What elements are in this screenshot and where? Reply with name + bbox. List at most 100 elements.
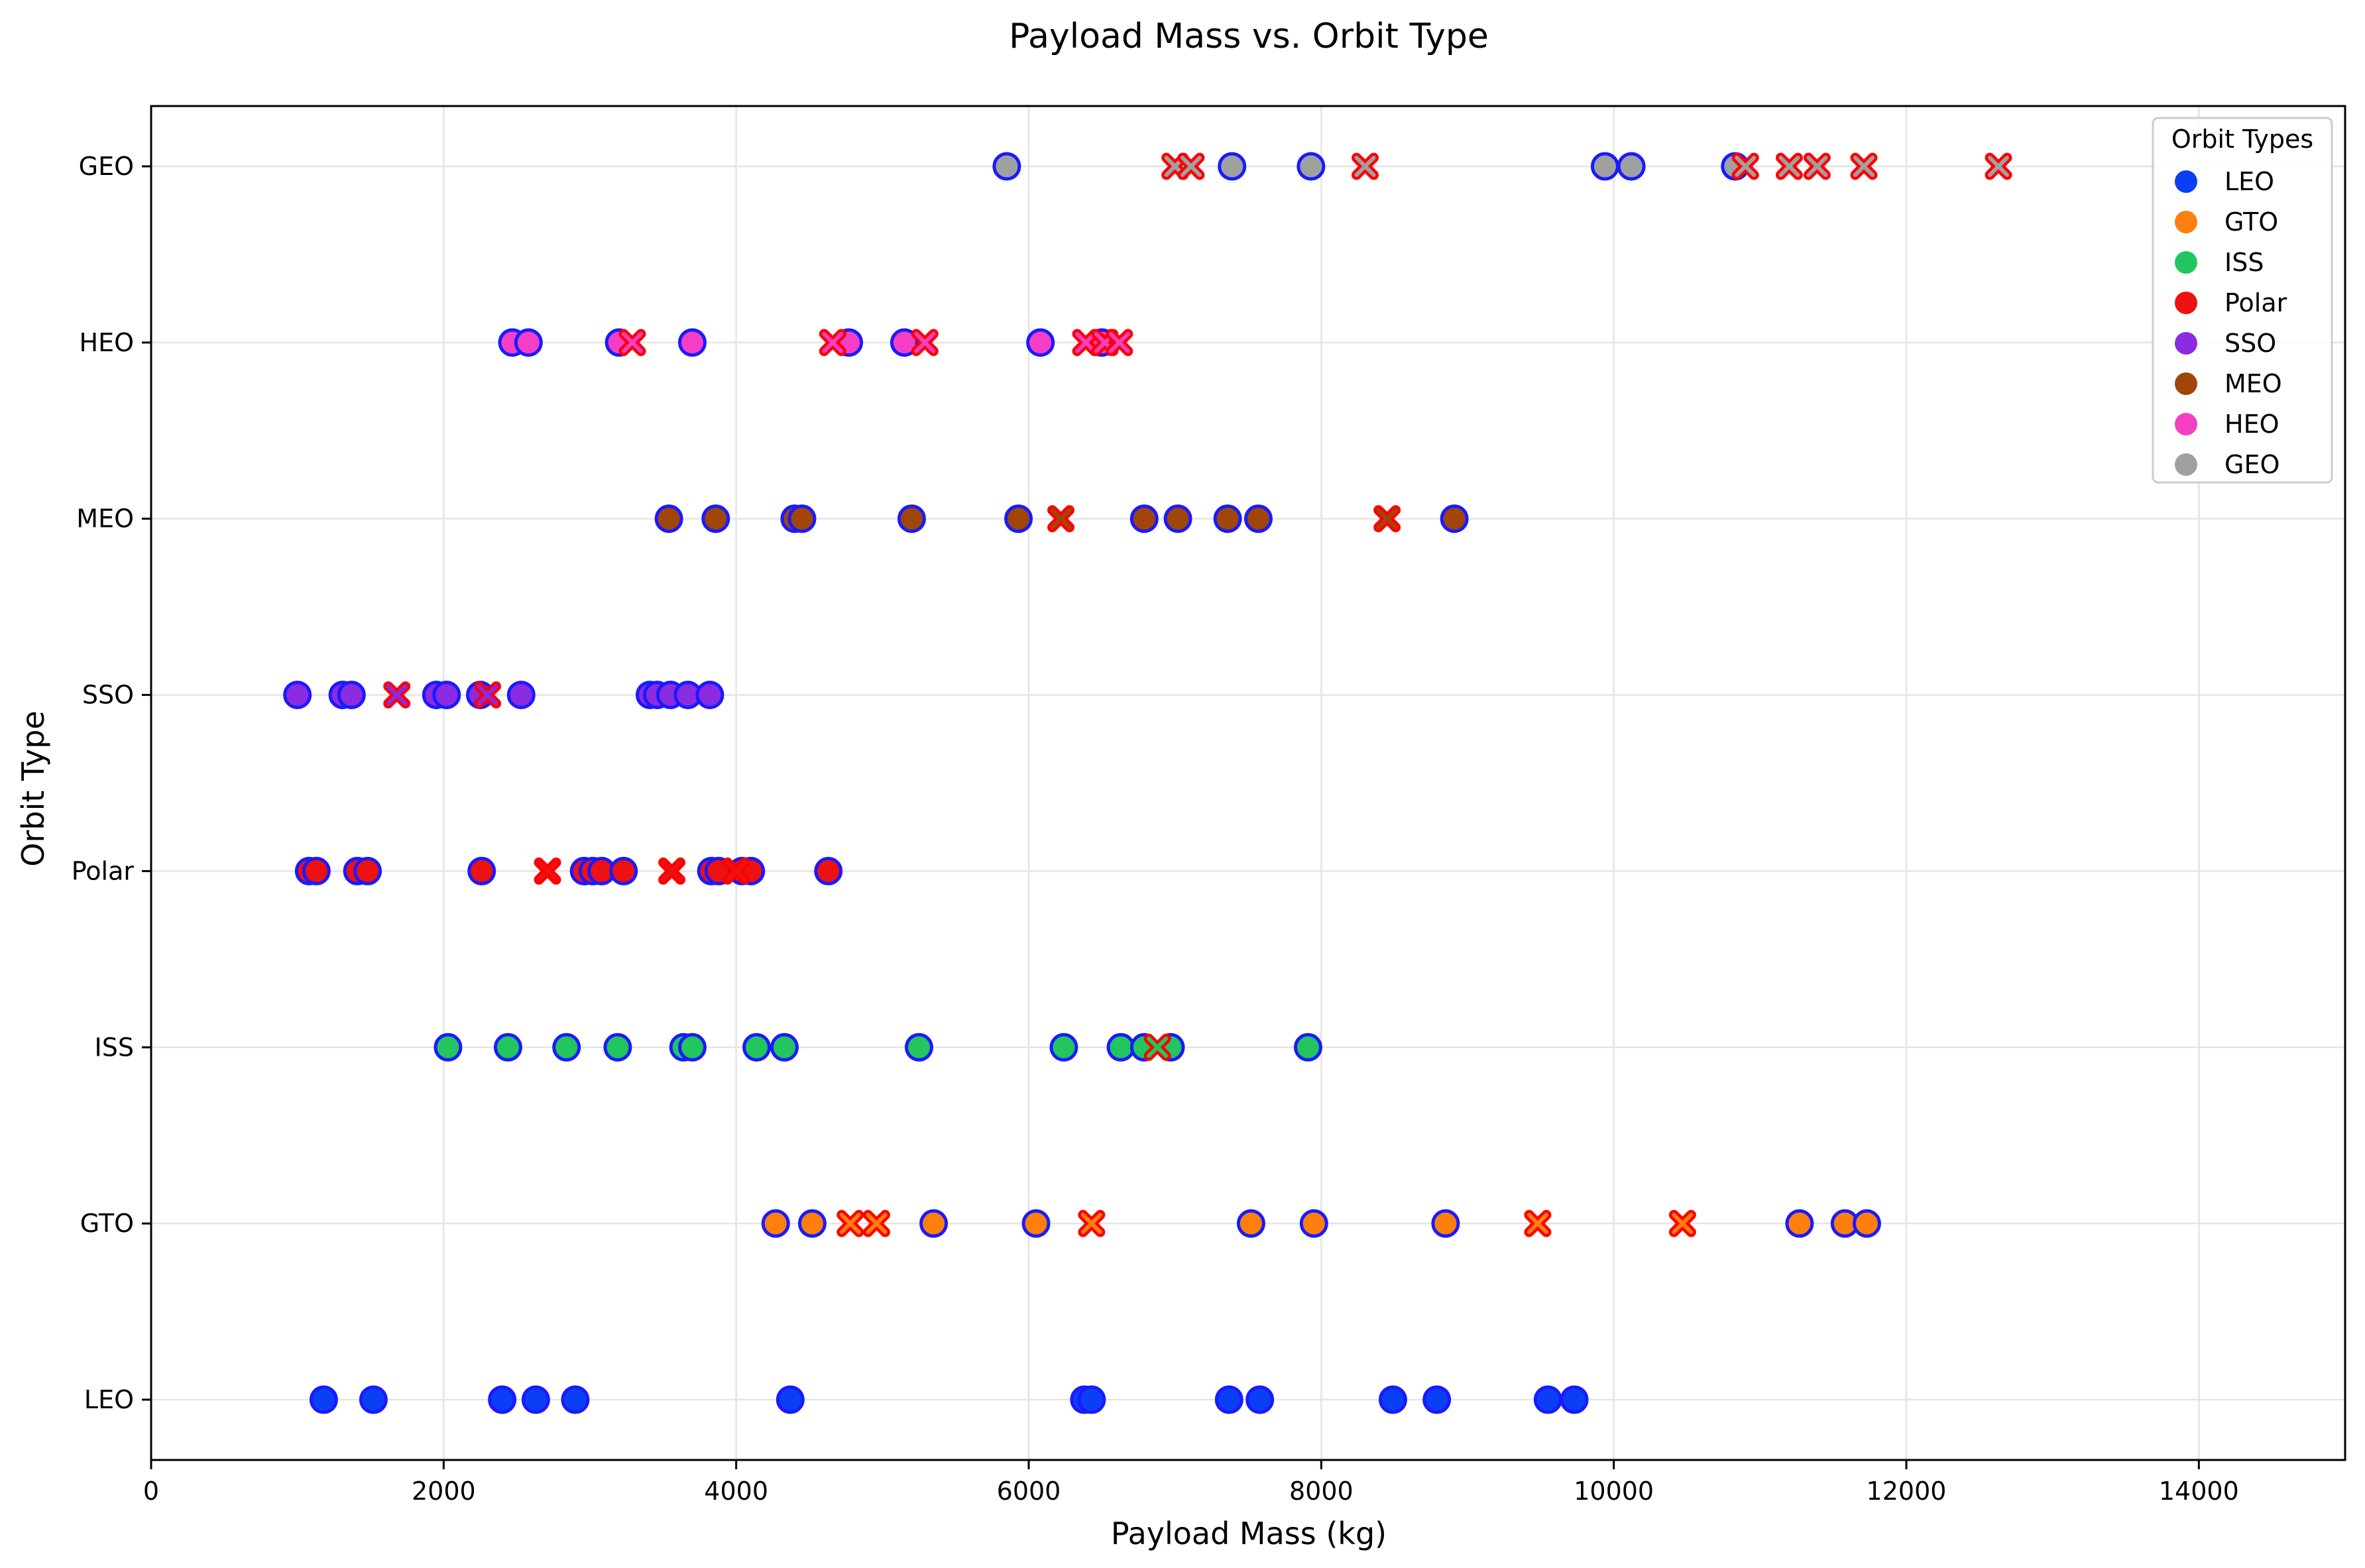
point-success-leo bbox=[1533, 1385, 1562, 1414]
point-success-heo bbox=[890, 328, 919, 357]
legend-marker-gto bbox=[2175, 211, 2197, 233]
x-tick-label: 12000 bbox=[1867, 1477, 1947, 1506]
legend-marker-heo bbox=[2175, 413, 2197, 435]
point-success-gto bbox=[1299, 1209, 1328, 1238]
point-success-polar bbox=[609, 856, 638, 885]
point-failure-polar bbox=[658, 857, 686, 885]
legend-label-iss: ISS bbox=[2224, 248, 2264, 277]
y-tick-label: Polar bbox=[72, 856, 135, 885]
y-tick-label: MEO bbox=[76, 504, 134, 533]
point-failure-gto bbox=[863, 1209, 891, 1237]
y-tick-label: LEO bbox=[84, 1385, 134, 1414]
failure-mark-fill bbox=[1080, 1213, 1102, 1235]
failure-mark-fill bbox=[621, 331, 643, 353]
point-failure-heo bbox=[1072, 329, 1100, 357]
failure-mark-fill bbox=[1527, 1213, 1548, 1235]
y-tick-label: ISS bbox=[95, 1033, 134, 1062]
point-success-meo bbox=[1004, 504, 1033, 533]
point-success-geo bbox=[1297, 152, 1326, 181]
point-success-leo bbox=[1422, 1385, 1452, 1414]
failure-mark-fill bbox=[914, 331, 936, 353]
point-success-sso bbox=[695, 681, 724, 710]
legend-label-leo: LEO bbox=[2224, 167, 2274, 196]
point-success-gto bbox=[1431, 1209, 1460, 1238]
point-failure-meo bbox=[1047, 505, 1075, 533]
point-success-meo bbox=[701, 504, 730, 533]
point-success-polar bbox=[353, 856, 382, 885]
point-success-polar bbox=[467, 856, 496, 885]
point-failure-geo bbox=[1731, 152, 1759, 180]
point-success-gto bbox=[1236, 1209, 1265, 1238]
point-success-geo bbox=[1218, 152, 1247, 181]
point-failure-geo bbox=[1803, 152, 1831, 180]
y-tick-label: GEO bbox=[79, 152, 134, 181]
point-failure-sso bbox=[474, 681, 502, 709]
point-success-iss bbox=[1049, 1033, 1078, 1062]
failure-mark-fill bbox=[1806, 156, 1828, 177]
legend-marker-sso bbox=[2175, 332, 2197, 355]
legend: Orbit Types LEO GTO ISS Polar SSO MEO HEO GEO bbox=[2152, 117, 2333, 484]
failure-mark-fill bbox=[1778, 156, 1800, 177]
legend-marker-iss bbox=[2175, 251, 2197, 274]
point-success-gto bbox=[919, 1209, 949, 1238]
point-success-meo bbox=[1243, 504, 1273, 533]
point-success-gto bbox=[1785, 1209, 1814, 1238]
point-success-iss bbox=[433, 1033, 463, 1062]
point-success-meo bbox=[787, 504, 817, 533]
point-failure-polar bbox=[534, 857, 561, 885]
point-success-meo bbox=[1440, 504, 1469, 533]
point-failure-iss bbox=[1143, 1033, 1171, 1061]
point-success-leo bbox=[776, 1385, 805, 1414]
y-axis-label: Orbit Type bbox=[15, 710, 51, 866]
failure-mark-fill bbox=[1180, 156, 1202, 177]
failure-mark-fill bbox=[1376, 508, 1398, 530]
point-success-leo bbox=[1214, 1385, 1243, 1414]
point-success-sso bbox=[506, 681, 536, 710]
point-success-polar bbox=[814, 856, 843, 885]
point-success-iss bbox=[603, 1033, 632, 1062]
point-success-leo bbox=[1560, 1385, 1589, 1414]
point-failure-meo bbox=[1373, 505, 1401, 533]
legend-marker-polar bbox=[2175, 292, 2197, 314]
x-tick-label: 10000 bbox=[1574, 1477, 1654, 1506]
point-failure-heo bbox=[819, 329, 846, 357]
point-failure-gto bbox=[1524, 1209, 1552, 1237]
point-success-iss bbox=[493, 1033, 522, 1062]
failure-mark-fill bbox=[1735, 156, 1757, 177]
point-success-gto bbox=[1852, 1209, 1881, 1238]
legend-label-meo: MEO bbox=[2224, 369, 2282, 398]
point-failure-heo bbox=[618, 329, 646, 357]
data-points bbox=[283, 152, 2012, 1414]
x-axis: 0 2000 4000 6000 8000 10000 12000 14000 bbox=[143, 1460, 2239, 1506]
y-tick-label: SSO bbox=[82, 681, 134, 710]
failure-mark-fill bbox=[725, 860, 747, 882]
failure-mark-fill bbox=[1147, 1036, 1169, 1058]
point-failure-gto bbox=[1078, 1209, 1106, 1237]
point-success-leo bbox=[561, 1385, 590, 1414]
point-success-gto bbox=[797, 1209, 827, 1238]
point-success-leo bbox=[1245, 1385, 1275, 1414]
point-success-gto bbox=[1021, 1209, 1051, 1238]
point-failure-heo bbox=[1106, 329, 1133, 357]
failure-mark-fill bbox=[1988, 156, 2010, 177]
point-success-meo bbox=[897, 504, 926, 533]
failure-mark-fill bbox=[661, 860, 683, 882]
point-success-meo bbox=[1129, 504, 1159, 533]
legend-label-heo: HEO bbox=[2224, 410, 2279, 439]
legend-label-polar: Polar bbox=[2224, 288, 2287, 317]
failure-mark-fill bbox=[1108, 331, 1130, 353]
legend-label-gto: GTO bbox=[2224, 207, 2278, 237]
point-success-meo bbox=[1163, 504, 1192, 533]
legend-label-sso: SSO bbox=[2224, 329, 2276, 358]
failure-mark-fill bbox=[866, 1213, 888, 1235]
point-success-leo bbox=[309, 1385, 338, 1414]
point-success-geo bbox=[992, 152, 1021, 181]
failure-mark-fill bbox=[386, 684, 408, 706]
point-success-sso bbox=[337, 681, 366, 710]
legend-box bbox=[2152, 117, 2333, 484]
failure-mark-fill bbox=[839, 1213, 861, 1235]
x-tick-label: 14000 bbox=[2159, 1477, 2239, 1506]
point-success-geo bbox=[1617, 152, 1646, 181]
x-tick-label: 2000 bbox=[412, 1477, 476, 1506]
point-success-leo bbox=[521, 1385, 550, 1414]
